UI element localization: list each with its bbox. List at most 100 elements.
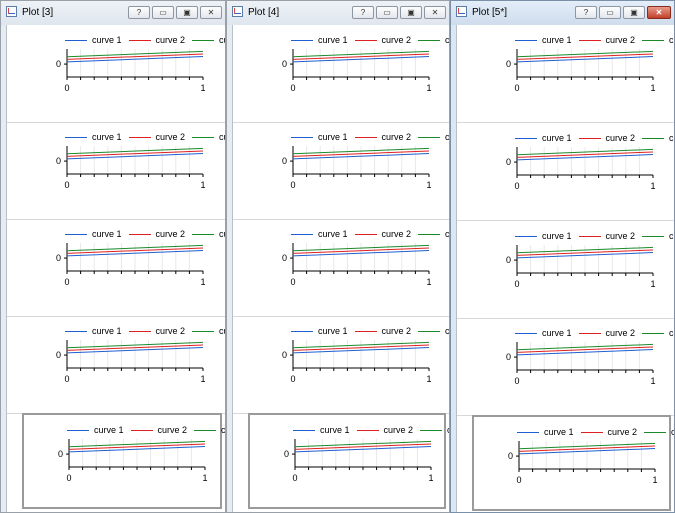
series-line	[292, 244, 430, 252]
legend-swatch	[578, 235, 601, 237]
series-line	[292, 347, 430, 354]
series-line	[516, 249, 654, 256]
minimize-button[interactable]: ▭	[599, 6, 621, 19]
legend-entry: cu	[420, 425, 449, 435]
series-line	[66, 344, 204, 351]
help-button[interactable]: ?	[128, 6, 150, 19]
x-tick-label: 0	[66, 473, 71, 483]
subplot[interactable]: curve 1 curve 2 cu 0 0 1	[22, 413, 225, 509]
legend-swatch	[65, 39, 87, 41]
restore-button[interactable]: ▣	[400, 6, 422, 19]
series-line	[516, 148, 654, 156]
legend-entry: curve 2	[354, 326, 411, 336]
legend-swatch	[291, 233, 313, 235]
subplot[interactable]: curve 1 curve 2 cu 0 0 1	[7, 122, 225, 220]
legend-swatch	[354, 330, 377, 332]
minimize-button[interactable]: ▭	[376, 6, 398, 19]
series-line	[294, 443, 432, 450]
series-line	[66, 244, 204, 252]
legend-label: curve 1	[92, 326, 122, 336]
legend-label: cu	[669, 328, 674, 338]
legend-entry: curve 2	[580, 427, 637, 437]
x-tick-label: 0	[292, 473, 297, 483]
legend-label: cu	[219, 132, 225, 142]
x-tick-label: 0	[514, 376, 519, 386]
legend-label: curve 1	[542, 35, 572, 45]
legend-label: curve 1	[542, 231, 572, 241]
x-tick-label: 1	[200, 180, 205, 190]
subplot[interactable]: curve 1 curve 2 cu 0 0 1	[7, 219, 225, 317]
subplot[interactable]: curve 1 curve 2 cu 0 0 1	[7, 316, 225, 414]
minimize-button[interactable]: ▭	[152, 6, 174, 19]
legend-label: curve 2	[381, 35, 412, 45]
chart-legend: curve 1 curve 2 cu	[515, 231, 674, 241]
x-tick-label: 1	[650, 83, 655, 93]
legend-entry: cu	[418, 35, 449, 45]
subplot[interactable]: curve 1 curve 2 cu 0 0 1	[7, 25, 225, 123]
subplot[interactable]: curve 1 curve 2 cu 0 0 1	[248, 413, 449, 509]
x-tick-label: 0	[514, 83, 519, 93]
legend-entry: curve 1	[291, 229, 348, 239]
legend-entry: cu	[418, 326, 449, 336]
legend-entry: curve 2	[354, 132, 411, 142]
legend-label: cu	[221, 425, 226, 435]
close-button[interactable]: ✕	[200, 6, 222, 19]
legend-entry: curve 2	[578, 35, 635, 45]
legend-label: curve 2	[155, 35, 186, 45]
subplot[interactable]: curve 1 curve 2 cu 0 0 1	[233, 316, 449, 414]
legend-swatch	[642, 39, 665, 41]
series-line	[516, 246, 654, 254]
subplot[interactable]: curve 1 curve 2 cu 0 0 1	[457, 221, 674, 319]
legend-label: curve 2	[381, 229, 412, 239]
close-button[interactable]: ✕	[647, 6, 671, 19]
window-titlebar[interactable]: Plot [5*]? ▭ ▣ ✕	[451, 1, 674, 25]
series-line	[68, 440, 206, 448]
chart-legend: curve 1 curve 2 cu	[515, 35, 674, 45]
series-line	[66, 341, 204, 349]
y-tick-label: 0	[58, 449, 63, 459]
legend-entry: curve 2	[130, 425, 187, 435]
restore-button[interactable]: ▣	[176, 6, 198, 19]
line-chart: 0 0 1	[506, 49, 656, 93]
close-button[interactable]: ✕	[424, 6, 446, 19]
line-chart: 0 0 1	[56, 49, 206, 93]
y-tick-label: 0	[508, 451, 513, 461]
chart-legend: curve 1 curve 2 cu	[517, 427, 674, 437]
window-title: Plot [5*]	[472, 7, 508, 18]
legend-swatch	[192, 39, 215, 41]
subplot[interactable]: curve 1 curve 2 cu 0 0 1	[233, 219, 449, 317]
x-tick-label: 1	[426, 374, 431, 384]
subplot[interactable]: curve 1 curve 2 cu 0 0 1	[472, 415, 674, 511]
legend-label: curve 2	[605, 133, 636, 143]
legend-entry: curve 2	[354, 229, 412, 239]
series-line	[66, 150, 204, 157]
restore-button[interactable]: ▣	[623, 6, 645, 19]
legend-entry: curve 1	[515, 231, 572, 241]
legend-entry: cu	[192, 132, 225, 142]
window-titlebar[interactable]: Plot [4]? ▭ ▣ ✕	[227, 1, 449, 25]
window-controls: ? ▭ ▣ ✕	[352, 6, 446, 19]
x-tick-label: 1	[200, 374, 205, 384]
help-button[interactable]: ?	[352, 6, 374, 19]
series-line	[294, 446, 432, 453]
subplot[interactable]: curve 1 curve 2 cu 0 0 1	[457, 123, 674, 221]
subplot[interactable]: curve 1 curve 2 cu 0 0 1	[457, 318, 674, 416]
legend-swatch	[642, 137, 665, 139]
subplot[interactable]: curve 1 curve 2 cu 0 0 1	[457, 25, 674, 123]
legend-entry: cu	[192, 326, 225, 336]
help-button[interactable]: ?	[575, 6, 597, 19]
subplot[interactable]: curve 1 curve 2 cu 0 0 1	[233, 122, 449, 220]
plot-window-icon	[456, 6, 467, 17]
x-tick-label: 1	[200, 83, 205, 93]
series-line	[66, 250, 204, 257]
window-titlebar[interactable]: Plot [3]? ▭ ▣ ✕	[1, 1, 225, 25]
legend-swatch	[515, 332, 537, 334]
legend-entry: curve 2	[578, 328, 635, 338]
subplot[interactable]: curve 1 curve 2 cu 0 0 1	[233, 25, 449, 123]
